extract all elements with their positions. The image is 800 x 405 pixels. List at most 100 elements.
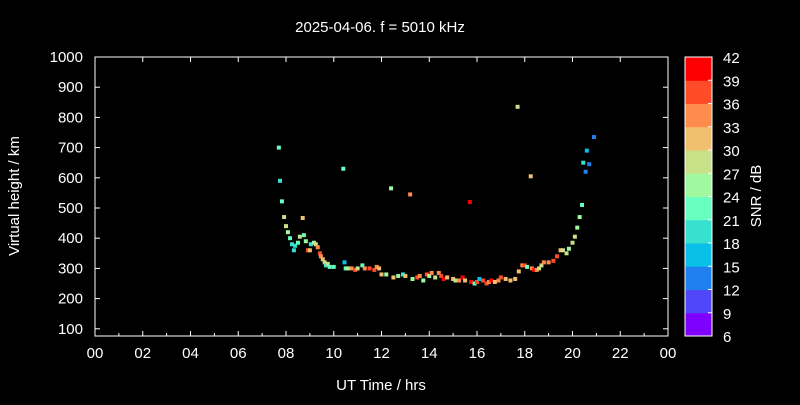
plot-frame xyxy=(94,56,669,337)
data-point xyxy=(467,199,472,204)
colorbar-tick-label: 12 xyxy=(723,283,740,300)
y-tick-label: 800 xyxy=(58,109,83,126)
data-points xyxy=(276,104,596,286)
data-point xyxy=(496,278,501,283)
colorbar-band xyxy=(685,150,712,174)
data-point xyxy=(300,215,305,220)
data-point xyxy=(295,240,300,245)
x-tick-label: 10 xyxy=(325,345,342,362)
y-tick-label: 400 xyxy=(58,230,83,247)
x-tick-label: 00 xyxy=(87,345,104,362)
axes-ticks: 00 02 04 06 08 10 12 14 16 18 20 22 0010020030040050… xyxy=(50,49,677,362)
data-point xyxy=(317,251,322,256)
colorbar-band xyxy=(685,219,712,244)
data-point xyxy=(445,275,450,280)
data-point xyxy=(451,276,456,281)
data-point xyxy=(532,267,537,272)
data-point xyxy=(436,270,441,275)
data-point xyxy=(315,245,320,250)
y-tick-label: 1000 xyxy=(50,49,83,66)
data-point xyxy=(537,266,542,271)
data-point xyxy=(318,254,323,259)
data-point xyxy=(379,272,384,277)
data-point xyxy=(520,263,525,268)
data-point xyxy=(513,276,518,281)
y-tick-label: 600 xyxy=(58,170,83,187)
data-point xyxy=(528,174,533,179)
data-point xyxy=(377,266,382,271)
data-point xyxy=(372,267,377,272)
data-point xyxy=(546,260,551,265)
data-point xyxy=(284,224,288,229)
data-point xyxy=(503,276,508,281)
data-point xyxy=(301,233,306,238)
data-point xyxy=(341,166,346,171)
x-tick-label: 18 xyxy=(516,345,533,362)
data-point xyxy=(516,269,521,274)
data-point xyxy=(475,279,479,284)
colorbar-band xyxy=(685,57,712,81)
y-tick-label: 300 xyxy=(58,260,83,277)
data-point xyxy=(484,281,489,286)
data-point xyxy=(355,266,360,271)
colorbar-tick-label: 33 xyxy=(723,120,740,137)
data-point xyxy=(560,248,565,253)
data-point xyxy=(289,242,294,247)
x-tick-label: 06 xyxy=(230,345,247,362)
data-point xyxy=(427,273,432,278)
data-point xyxy=(551,258,556,263)
colorbar-band xyxy=(685,80,712,104)
colorbar-tick-label: 6 xyxy=(723,329,731,346)
data-point xyxy=(279,199,284,204)
y-tick-label: 900 xyxy=(58,79,83,96)
data-point xyxy=(580,202,585,207)
data-point xyxy=(343,266,348,271)
data-point xyxy=(303,239,308,244)
data-point xyxy=(327,264,332,269)
data-point xyxy=(403,273,408,278)
colorbar-tick-label: 30 xyxy=(723,143,740,160)
y-tick-label: 100 xyxy=(58,321,83,338)
data-point xyxy=(396,273,401,278)
data-point xyxy=(384,272,389,277)
data-point xyxy=(498,275,503,280)
data-point xyxy=(367,266,372,271)
colorbar-band xyxy=(685,173,712,197)
colorbar-tick-label: 9 xyxy=(723,306,731,323)
data-point xyxy=(308,242,313,247)
data-point xyxy=(293,243,298,248)
colorbar-band xyxy=(685,289,712,314)
data-point xyxy=(534,267,539,272)
data-point xyxy=(424,272,429,277)
colorbar-tick-label: 39 xyxy=(723,73,740,90)
colorbar-band xyxy=(685,243,712,267)
data-point xyxy=(433,275,438,280)
data-point xyxy=(541,260,546,265)
data-point xyxy=(410,276,415,281)
data-point xyxy=(400,272,405,277)
data-point xyxy=(508,278,513,283)
colorbar-tick-label: 21 xyxy=(723,213,740,230)
x-tick-label: 20 xyxy=(564,345,581,362)
x-tick-label: 12 xyxy=(373,345,390,362)
data-point xyxy=(591,135,596,140)
data-point xyxy=(583,169,588,174)
data-point xyxy=(415,275,420,280)
data-point xyxy=(515,104,520,109)
data-point xyxy=(575,225,580,230)
data-point xyxy=(577,215,582,220)
x-tick-label: 00 xyxy=(660,345,677,362)
data-point xyxy=(285,230,290,235)
data-point xyxy=(408,192,413,197)
data-point xyxy=(307,248,312,253)
data-point xyxy=(360,263,365,268)
x-tick-label: 04 xyxy=(182,345,199,362)
data-point xyxy=(489,278,494,283)
data-point xyxy=(453,278,458,283)
data-point xyxy=(572,234,577,239)
data-point xyxy=(278,178,283,183)
data-point xyxy=(463,278,468,283)
data-point xyxy=(584,148,589,153)
x-axis-label: UT Time / hrs xyxy=(336,377,426,394)
